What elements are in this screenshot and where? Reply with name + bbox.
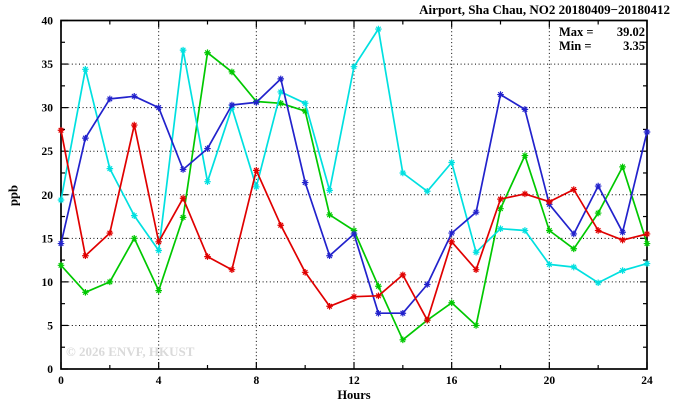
max-value: 39.02 [616,25,645,39]
y-tick-label: 10 [42,277,54,289]
y-tick-label: 15 [42,233,54,245]
x-tick-label: 20 [544,375,556,387]
min-label: Min = [559,39,592,53]
x-axis-label: Hours [337,388,371,402]
y-tick-label: 35 [42,59,54,71]
stats-min-row: Min = 3.35 [559,39,645,53]
x-tick-label: 12 [348,375,360,387]
y-tick-label: 5 [47,320,53,332]
chart-title: Airport, Sha Chau, NO2 20180409−20180412 [419,2,670,17]
x-tick-label: 16 [446,375,458,387]
stats-max-row: Max = 39.02 [559,25,645,39]
y-tick-label: 25 [42,146,54,158]
series-blue-markers [57,75,651,317]
series-red-markers [57,121,651,324]
min-value: 3.35 [623,39,645,53]
y-tick-label: 0 [47,364,53,376]
stats-box: Max = 39.02 Min = 3.35 [559,25,645,53]
y-tick-label: 40 [42,16,54,28]
axis-border [60,19,648,370]
x-tick-label: 24 [641,375,653,387]
y-tick-label: 30 [42,103,54,115]
y-tick-label: 20 [42,190,54,202]
watermark: © 2026 ENVF, HKUST [66,344,195,359]
x-tick-label: 4 [156,375,162,387]
x-tick-label: 0 [58,375,64,387]
series-cyan-markers [57,25,651,287]
y-axis-label: ppb [6,185,21,206]
max-label: Max = [559,25,594,39]
x-tick-label: 8 [253,375,259,387]
